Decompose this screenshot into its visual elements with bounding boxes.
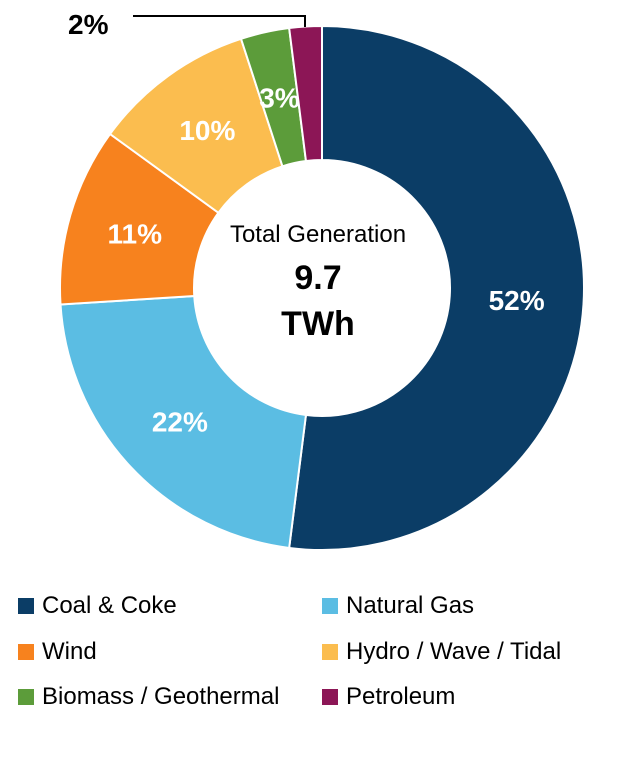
center-unit: TWh bbox=[281, 305, 355, 343]
legend-item-petroleum: Petroleum bbox=[322, 683, 455, 711]
legend-label-natural-gas: Natural Gas bbox=[346, 592, 475, 619]
legend-label-petroleum: Petroleum bbox=[346, 683, 456, 710]
center-value: 9.7 bbox=[294, 259, 341, 297]
slice-coal-coke bbox=[288, 24, 585, 551]
slice-label-coal-coke: 52% bbox=[489, 285, 545, 316]
slice-natural-gas bbox=[59, 294, 308, 550]
petroleum-callout-label: 2% bbox=[68, 9, 109, 40]
legend-label-biomass: Biomass / Geothermal bbox=[42, 683, 280, 710]
donut-chart: 52% 22% 11% 10% 3% 2% Total Generation 9.7 T… bbox=[59, 9, 585, 551]
legend-label-hydro: Hydro / Wave / Tidal bbox=[346, 638, 562, 665]
slice-label-natural-gas: 22% bbox=[152, 406, 208, 437]
petroleum-leader-line bbox=[133, 15, 306, 27]
legend-swatch-biomass bbox=[18, 689, 34, 705]
legend-swatch-hydro bbox=[322, 644, 338, 660]
legend-swatch-petroleum bbox=[322, 689, 338, 705]
legend-swatch-coal bbox=[18, 598, 34, 614]
legend-swatch-natural-gas bbox=[322, 598, 338, 614]
center-title: Total Generation bbox=[230, 221, 406, 248]
legend-label-coal: Coal & Coke bbox=[42, 592, 177, 619]
legend-label-wind: Wind bbox=[42, 638, 97, 665]
slice-label-hydro-wave-tidal: 10% bbox=[179, 115, 235, 146]
slice-label-biomass-geothermal: 3% bbox=[259, 83, 300, 114]
legend-swatch-wind bbox=[18, 644, 34, 660]
legend-item-wind: Wind bbox=[18, 638, 97, 666]
slice-label-wind: 11% bbox=[107, 219, 162, 250]
slice-petroleum bbox=[288, 24, 323, 163]
legend-item-hydro: Hydro / Wave / Tidal bbox=[322, 638, 561, 666]
legend-item-biomass: Biomass / Geothermal bbox=[18, 683, 279, 711]
legend-item-coal: Coal & Coke bbox=[18, 592, 177, 620]
legend-item-natural-gas: Natural Gas bbox=[322, 592, 474, 620]
